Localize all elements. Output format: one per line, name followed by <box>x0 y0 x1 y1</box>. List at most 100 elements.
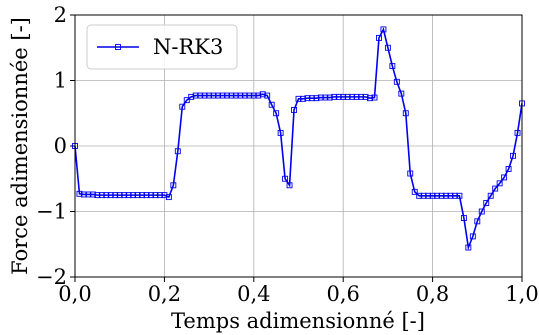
data-marker <box>250 92 257 99</box>
data-marker <box>183 97 190 104</box>
x-tick-label: 0,2 <box>148 282 181 306</box>
data-marker <box>313 95 320 102</box>
data-marker <box>94 192 101 199</box>
data-marker <box>425 192 432 199</box>
data-marker <box>268 101 275 108</box>
data-marker <box>197 92 204 99</box>
y-tick-label: 0 <box>54 134 67 158</box>
data-marker <box>156 192 163 199</box>
data-marker <box>407 170 414 177</box>
data-marker <box>492 185 499 192</box>
data-marker <box>452 192 458 199</box>
data-marker <box>152 192 159 199</box>
data-marker <box>210 92 217 99</box>
data-marker <box>465 244 472 251</box>
x-axis-label: Temps adimensionné [-] <box>171 309 425 333</box>
data-marker <box>188 93 195 100</box>
legend-label: N-RK3 <box>153 35 223 59</box>
data-marker <box>501 174 508 181</box>
data-marker <box>143 192 150 199</box>
data-marker <box>264 92 271 99</box>
data-marker <box>103 192 110 199</box>
plot-frame <box>74 14 523 278</box>
data-marker <box>344 93 351 100</box>
data-marker <box>241 92 248 99</box>
data-marker <box>112 192 119 199</box>
data-marker <box>478 208 485 215</box>
data-marker <box>510 152 517 159</box>
x-tick-label: 0,8 <box>416 282 449 306</box>
data-marker <box>130 192 137 199</box>
data-marker <box>98 192 105 199</box>
data-marker <box>304 95 311 102</box>
data-line <box>74 27 523 251</box>
data-marker <box>398 90 405 97</box>
data-marker <box>460 215 467 222</box>
data-marker <box>420 192 427 199</box>
data-marker <box>438 192 445 199</box>
data-marker <box>85 191 92 198</box>
data-marker <box>371 94 378 101</box>
data-marker <box>139 192 146 199</box>
x-tick-label: 0,6 <box>326 282 359 306</box>
data-marker <box>317 94 324 101</box>
data-marker <box>255 92 262 99</box>
data-marker <box>353 93 360 100</box>
data-marker <box>474 218 481 225</box>
data-marker <box>358 93 365 100</box>
data-marker <box>322 94 329 101</box>
data-marker <box>393 78 400 85</box>
data-marker <box>326 94 333 101</box>
data-marker <box>165 194 172 201</box>
data-marker <box>505 165 512 172</box>
data-marker <box>80 191 87 198</box>
y-tick-label: 2 <box>54 3 67 27</box>
data-marker <box>335 93 342 100</box>
data-marker <box>300 95 306 102</box>
data-marker <box>237 92 244 99</box>
data-marker <box>192 92 199 99</box>
data-marker <box>411 188 418 195</box>
data-marker <box>447 192 454 199</box>
data-marker <box>125 192 132 199</box>
data-marker <box>107 192 114 199</box>
y-tick-label: 1 <box>54 69 67 93</box>
data-marker <box>443 192 449 199</box>
data-marker <box>170 182 177 189</box>
data-marker <box>469 233 476 240</box>
data-marker <box>286 182 293 189</box>
data-marker <box>331 93 338 100</box>
data-marker <box>295 95 302 102</box>
x-tick-label: 0,4 <box>237 282 270 306</box>
data-marker <box>291 107 297 113</box>
data-marker <box>376 34 382 41</box>
x-tick-label: 0,0 <box>58 282 91 306</box>
data-marker <box>273 110 280 117</box>
data-marker <box>148 192 154 199</box>
data-marker <box>179 103 186 110</box>
data-marker <box>487 192 494 199</box>
data-marker <box>277 129 284 136</box>
y-tick-label: −2 <box>36 265 67 289</box>
y-tick-label: −1 <box>36 200 67 224</box>
data-marker <box>483 200 490 206</box>
data-marker <box>224 92 230 99</box>
data-marker <box>416 192 423 199</box>
data-marker <box>340 93 347 100</box>
x-tick-label: 1,0 <box>505 282 538 306</box>
data-marker <box>246 92 253 99</box>
y-axis-label: Force adimensionnée [-] <box>8 17 32 275</box>
data-marker <box>134 192 141 199</box>
data-marker <box>380 26 387 33</box>
data-marker <box>429 192 436 199</box>
data-marker <box>206 92 213 99</box>
data-marker <box>514 129 521 136</box>
data-marker <box>161 192 168 199</box>
data-marker <box>384 44 391 51</box>
data-marker <box>76 190 83 197</box>
data-marker <box>219 92 226 99</box>
data-marker <box>282 175 289 182</box>
data-marker <box>201 92 208 99</box>
data-marker <box>121 192 128 199</box>
